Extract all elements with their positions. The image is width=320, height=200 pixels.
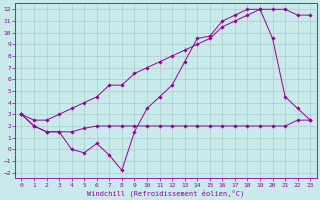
X-axis label: Windchill (Refroidissement éolien,°C): Windchill (Refroidissement éolien,°C) (87, 189, 244, 197)
